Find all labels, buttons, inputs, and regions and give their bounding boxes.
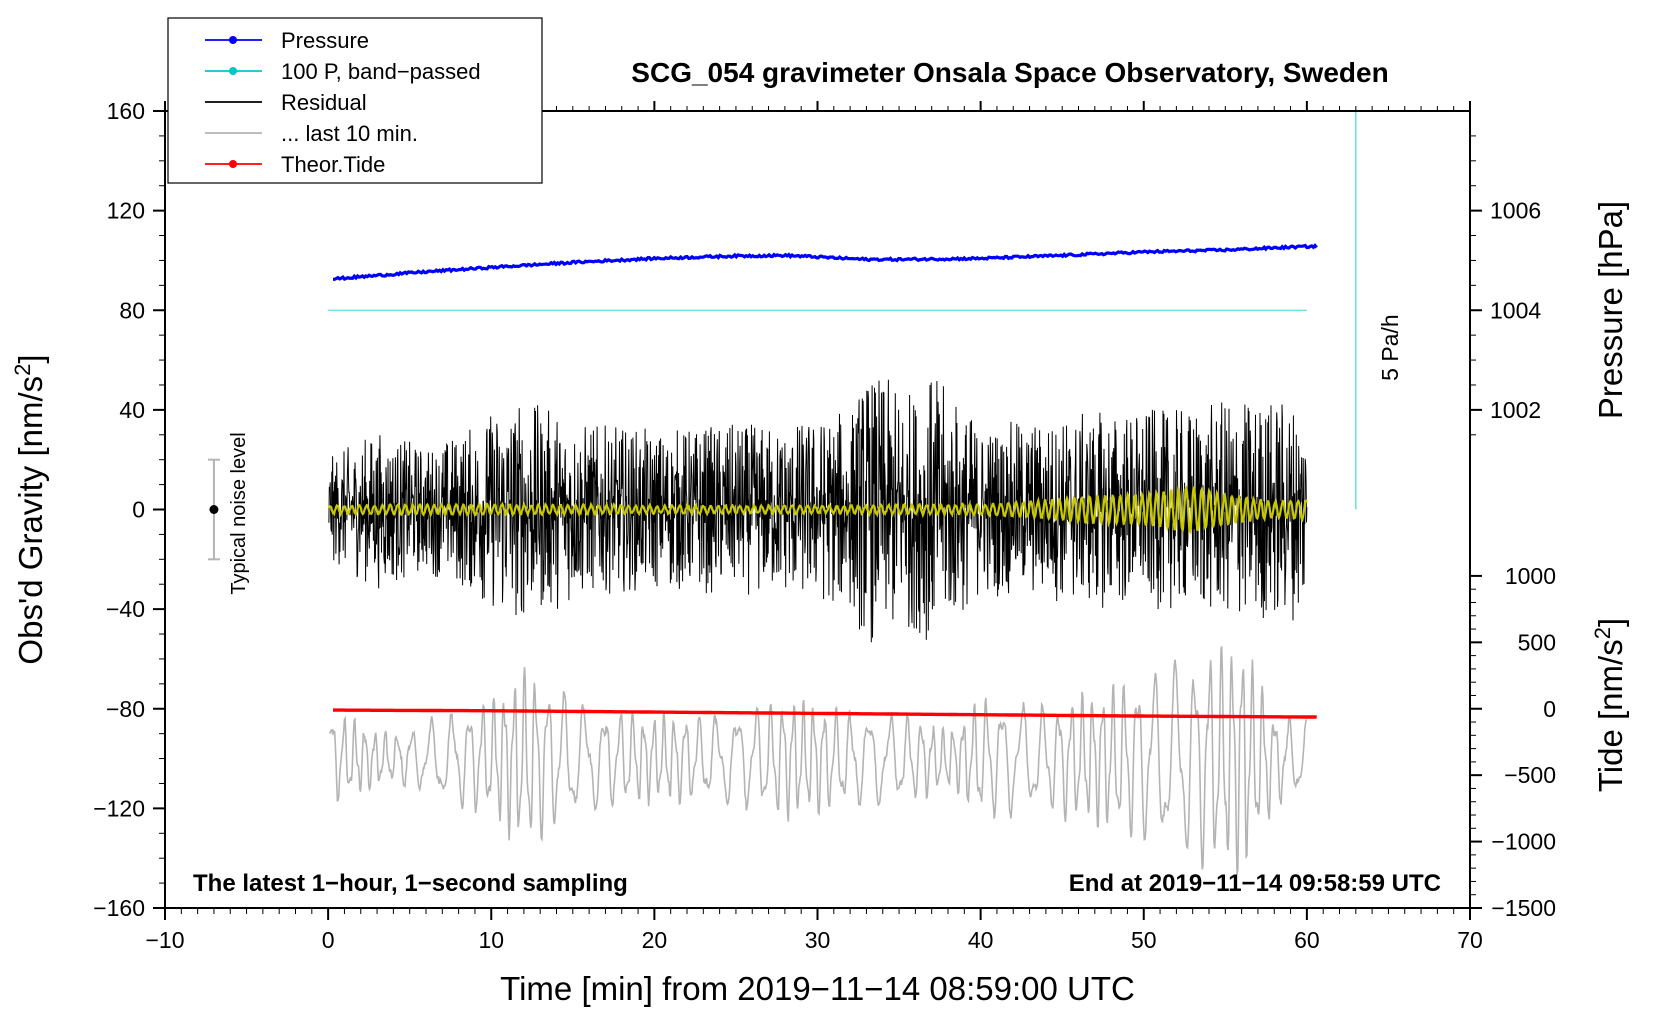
legend-entry-label: ... last 10 min.: [281, 121, 418, 146]
y-tick-label: 160: [107, 98, 145, 124]
legend-swatch-marker: [229, 160, 237, 168]
legend-entry-label: 100 P, band−passed: [281, 59, 481, 84]
legend-swatch-marker: [229, 36, 237, 44]
y-axis-title-left-exponent: 2: [10, 364, 35, 376]
series-theor-tide-line: [333, 708, 1317, 719]
y-axis-title-pressure: Pressure [hPa]: [1592, 201, 1629, 419]
pressure-tick-label: 1002: [1490, 397, 1541, 423]
legend-box: [167, 17, 543, 184]
chart-title: SCG_054 gravimeter Onsala Space Observat…: [631, 57, 1388, 88]
legend-entry-label: Pressure: [281, 28, 369, 53]
y-axis-title-left-close: ]: [12, 354, 49, 363]
noise-level-point: [209, 505, 219, 514]
rate-bar-label: 5 Pa/h: [1377, 314, 1403, 381]
pressure-tick-label: 1004: [1490, 297, 1541, 323]
y-tick-label: 40: [119, 397, 145, 423]
noise-level-label: Typical noise level: [228, 432, 250, 594]
y-axis-title-left-text: Obs'd Gravity [nm/s: [12, 376, 49, 665]
series-pressure-line: [333, 243, 1318, 282]
x-tick-label: 10: [478, 927, 504, 953]
y-tick-label: −80: [106, 696, 145, 722]
y-tick-label: −120: [93, 795, 145, 821]
y-axis-title-left: Obs'd Gravity [nm/s2]: [10, 354, 49, 664]
tide-tick-label: −1500: [1491, 895, 1556, 921]
legend-entry-label: Theor.Tide: [281, 152, 385, 177]
legend-entry-label: Residual: [281, 90, 367, 115]
y-tick-label: −40: [106, 596, 145, 622]
tide-tick-label: 1000: [1505, 563, 1556, 589]
tide-tick-label: 500: [1518, 629, 1556, 655]
y-tick-label: 80: [119, 297, 145, 323]
x-tick-label: 20: [642, 927, 668, 953]
annotation-bottom-right: End at 2019−11−14 09:58:59 UTC: [1069, 870, 1441, 897]
x-tick-label: 60: [1294, 927, 1320, 953]
annotation-bottom-left: The latest 1−hour, 1−second sampling: [193, 870, 628, 897]
x-tick-label: 30: [805, 927, 831, 953]
tide-tick-label: −1000: [1491, 829, 1556, 855]
series-residual-line: [328, 379, 1308, 643]
x-tick-label: −10: [145, 927, 184, 953]
x-axis-title: Time [min] from 2019−11−14 08:59:00 UTC: [500, 970, 1135, 1007]
legend-swatch-marker: [229, 67, 237, 75]
y-axis-title-tide-exponent: 2: [1590, 627, 1615, 639]
pressure-tick-label: 1006: [1490, 198, 1541, 224]
y-axis-title-tide-close: ]: [1592, 618, 1629, 627]
tide-tick-label: −500: [1504, 762, 1556, 788]
series-last-10-min-line: [329, 646, 1308, 875]
y-axis-title-tide-text: Tide [nm/s: [1592, 639, 1629, 792]
x-tick-label: 40: [968, 927, 994, 953]
y-tick-label: −160: [93, 895, 145, 921]
x-tick-label: 50: [1131, 927, 1157, 953]
tide-tick-label: 0: [1543, 696, 1556, 722]
y-tick-label: 120: [107, 198, 145, 224]
x-tick-label: 70: [1457, 927, 1483, 953]
y-axis-title-tide: Tide [nm/s2]: [1590, 618, 1629, 792]
series-band-passed-residual-line: [327, 485, 1308, 535]
y-tick-label: 0: [132, 497, 145, 523]
legend: Pressure 100 P, band−passed Residual ... la…: [167, 17, 543, 184]
x-tick-label: 0: [322, 927, 335, 953]
